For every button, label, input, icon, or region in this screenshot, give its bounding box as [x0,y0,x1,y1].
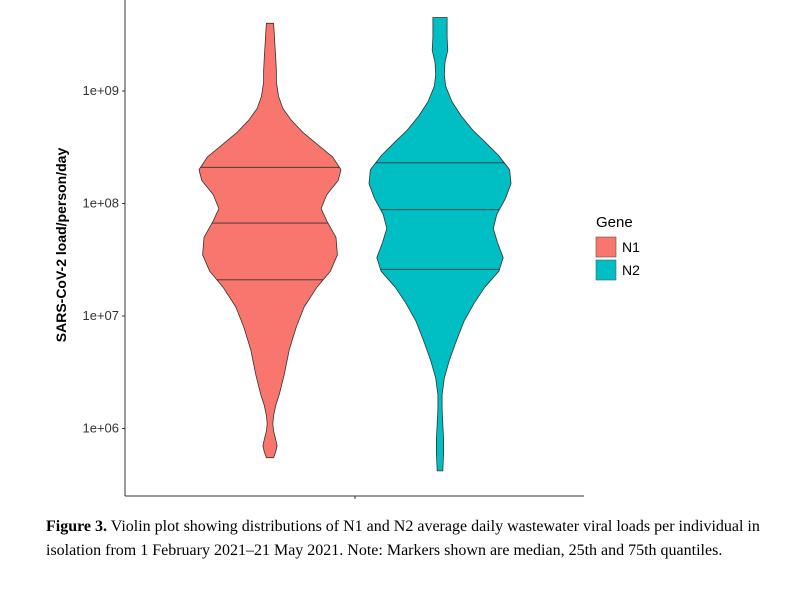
legend-swatch-n1 [595,236,617,258]
legend-label-n1: N1 [622,239,640,255]
y-tick-label: 1e+06 [82,421,119,436]
violin-group [198,17,512,472]
violin-n2 [368,17,512,472]
y-axis-title: SARS-CoV-2 load/person/day [53,148,69,343]
y-tick-label: 1e+08 [82,196,119,211]
caption-text: Violin plot showing distributions of N1 … [46,518,760,559]
violin-chart: 1e+06 1e+07 1e+08 1e+09 SARS-CoV-2 load/per… [53,0,640,499]
axes [124,0,584,499]
violin-n1 [198,22,342,459]
figure-caption: Figure 3. Violin plot showing distributi… [46,515,776,563]
caption-label: Figure 3. [46,518,108,535]
legend-title: Gene [596,214,633,231]
legend-swatch-n2 [595,259,617,281]
y-ticks: 1e+06 1e+07 1e+08 1e+09 [82,83,125,436]
legend: Gene N1 N2 [595,214,640,281]
legend-label-n2: N2 [622,262,640,278]
y-tick-label: 1e+07 [82,308,119,323]
y-tick-label: 1e+09 [82,83,119,98]
